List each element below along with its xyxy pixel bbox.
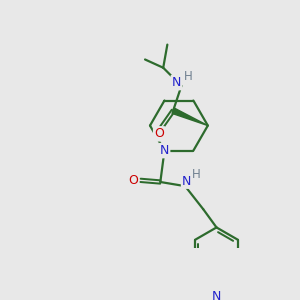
- Text: H: H: [184, 70, 192, 83]
- Text: N: N: [212, 290, 221, 300]
- Text: N: N: [182, 175, 191, 188]
- Text: N: N: [172, 76, 181, 89]
- Text: O: O: [154, 127, 164, 140]
- Polygon shape: [172, 108, 208, 126]
- Text: H: H: [192, 168, 201, 181]
- Text: N: N: [160, 144, 169, 157]
- Text: O: O: [128, 174, 138, 187]
